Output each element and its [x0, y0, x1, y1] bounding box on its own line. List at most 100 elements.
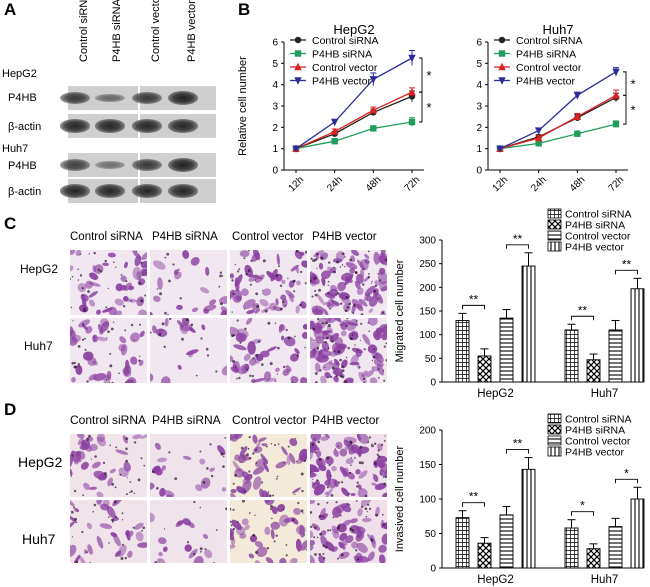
data-point: [498, 62, 506, 71]
data-point: [294, 50, 302, 57]
significance-bracket: [615, 478, 638, 484]
stained-cells: [230, 318, 307, 383]
y-tick-label: 6: [476, 38, 482, 49]
micro-column-label: P4HB siRNA: [152, 413, 221, 427]
legend-swatch: [547, 435, 562, 446]
migration-micrograph: [230, 318, 307, 383]
legend-label: Control vector: [312, 62, 378, 74]
significance-mark: **: [513, 437, 523, 451]
bar: [455, 320, 470, 383]
data-point: [294, 77, 302, 85]
legend-label: Control siRNA: [312, 35, 379, 47]
growth-chart-hepg2: 0 1 2 3 4 5 6 12h 24h 48h 72h HepG2 Relative cell nu…: [237, 22, 432, 195]
legend-label: Control vector: [565, 436, 631, 448]
data-point: [498, 50, 506, 57]
data-point: [612, 120, 620, 128]
significance-bracket: [615, 269, 638, 275]
data-point: [574, 130, 581, 137]
stained-cells: [70, 500, 147, 563]
y-tick-label: 0: [476, 166, 482, 177]
y-axis-label: Relative cell number: [237, 56, 249, 156]
y-tick-label: 0: [272, 166, 278, 177]
y-tick-label: 200: [419, 426, 436, 437]
bar: [586, 548, 601, 569]
x-tick-label: 72h: [403, 175, 423, 195]
bar: [455, 517, 470, 569]
significance-bracket: [623, 94, 627, 125]
migration-bar-chart: 0 50 100 150 200 250 300 Migrated cell number He…: [394, 209, 645, 400]
bar: [608, 329, 623, 383]
blot-column-label: P4HB siRNA: [111, 0, 123, 62]
data-point: [535, 140, 542, 147]
panel-label-b: B: [238, 0, 251, 19]
data-point: [294, 62, 302, 71]
stained-cells: [150, 500, 227, 563]
y-tick-label: 150: [419, 307, 436, 318]
y-tick-label: 1: [476, 144, 482, 155]
stained-cells: [70, 434, 147, 497]
x-tick-label: 24h: [529, 175, 549, 195]
significance-bracket: [462, 502, 485, 507]
legend-label: P4HB siRNA: [565, 220, 625, 232]
panel-label-a: A: [4, 0, 17, 19]
y-tick-label: 150: [419, 460, 436, 471]
invasion-micrograph: [230, 500, 307, 563]
micro-column-label: Control siRNA: [70, 231, 143, 243]
blot-column-label: P4HB vector: [186, 0, 198, 62]
blot-band: [132, 184, 162, 198]
significance-mark: *: [426, 68, 431, 83]
data-point: [496, 145, 504, 153]
micro-row-label: HepG2: [18, 454, 63, 470]
x-category-label: Huh7: [591, 574, 619, 586]
y-tick-label: 2: [272, 123, 278, 134]
y-axis-label: Invasived cell number: [394, 445, 406, 552]
blot-band: [132, 159, 162, 171]
x-tick-label: 72h: [607, 175, 627, 195]
significance-mark: **: [578, 303, 588, 317]
stained-cells: [150, 250, 227, 315]
legend-label: Control siRNA: [565, 414, 632, 426]
micro-row-label: Huh7: [24, 339, 53, 353]
data-point: [370, 125, 377, 132]
stained-cells: [230, 434, 307, 497]
micro-column-label: P4HB vector: [312, 231, 377, 243]
data-point: [330, 118, 339, 127]
legend-label: Control siRNA: [516, 35, 583, 47]
legend-swatch: [547, 230, 562, 241]
invasion-micrograph: [150, 434, 227, 497]
micro-row-label: Huh7: [22, 531, 56, 547]
legend-label: P4HB vector: [516, 76, 575, 88]
legend-label: P4HB vector: [312, 76, 371, 88]
legend-swatch: [547, 241, 562, 252]
data-point: [573, 112, 582, 120]
micro-column-label: Control vector: [232, 413, 307, 427]
significance-mark: *: [630, 77, 635, 92]
data-point: [612, 91, 620, 99]
blot-band: [168, 119, 198, 133]
panel-label-c: C: [4, 214, 17, 233]
chart-title: Huh7: [542, 22, 573, 37]
blot-band: [95, 184, 125, 198]
invasion-micrograph: [230, 434, 307, 497]
x-category-label: HepG2: [477, 574, 513, 586]
significance-mark: **: [622, 257, 632, 271]
micro-column-label: P4HB siRNA: [152, 231, 218, 243]
y-tick-label: 100: [419, 495, 436, 506]
bar: [477, 355, 492, 383]
blot-protein-label: P4HB: [8, 160, 37, 172]
legend-label: Control vector: [565, 231, 631, 243]
legend-swatch: [547, 413, 562, 424]
data-point: [408, 118, 416, 126]
bar: [499, 317, 514, 383]
invasion-micrograph: [70, 434, 147, 497]
invasion-micrograph: [310, 500, 387, 563]
significance-bracket: [623, 71, 627, 96]
significance-bracket: [419, 57, 423, 93]
series-line: [295, 57, 413, 150]
blot-protein-label: β-actin: [8, 186, 42, 198]
data-point: [331, 138, 338, 145]
invasion-micrograph: [150, 500, 227, 563]
data-point: [369, 106, 378, 114]
data-point: [498, 36, 506, 44]
